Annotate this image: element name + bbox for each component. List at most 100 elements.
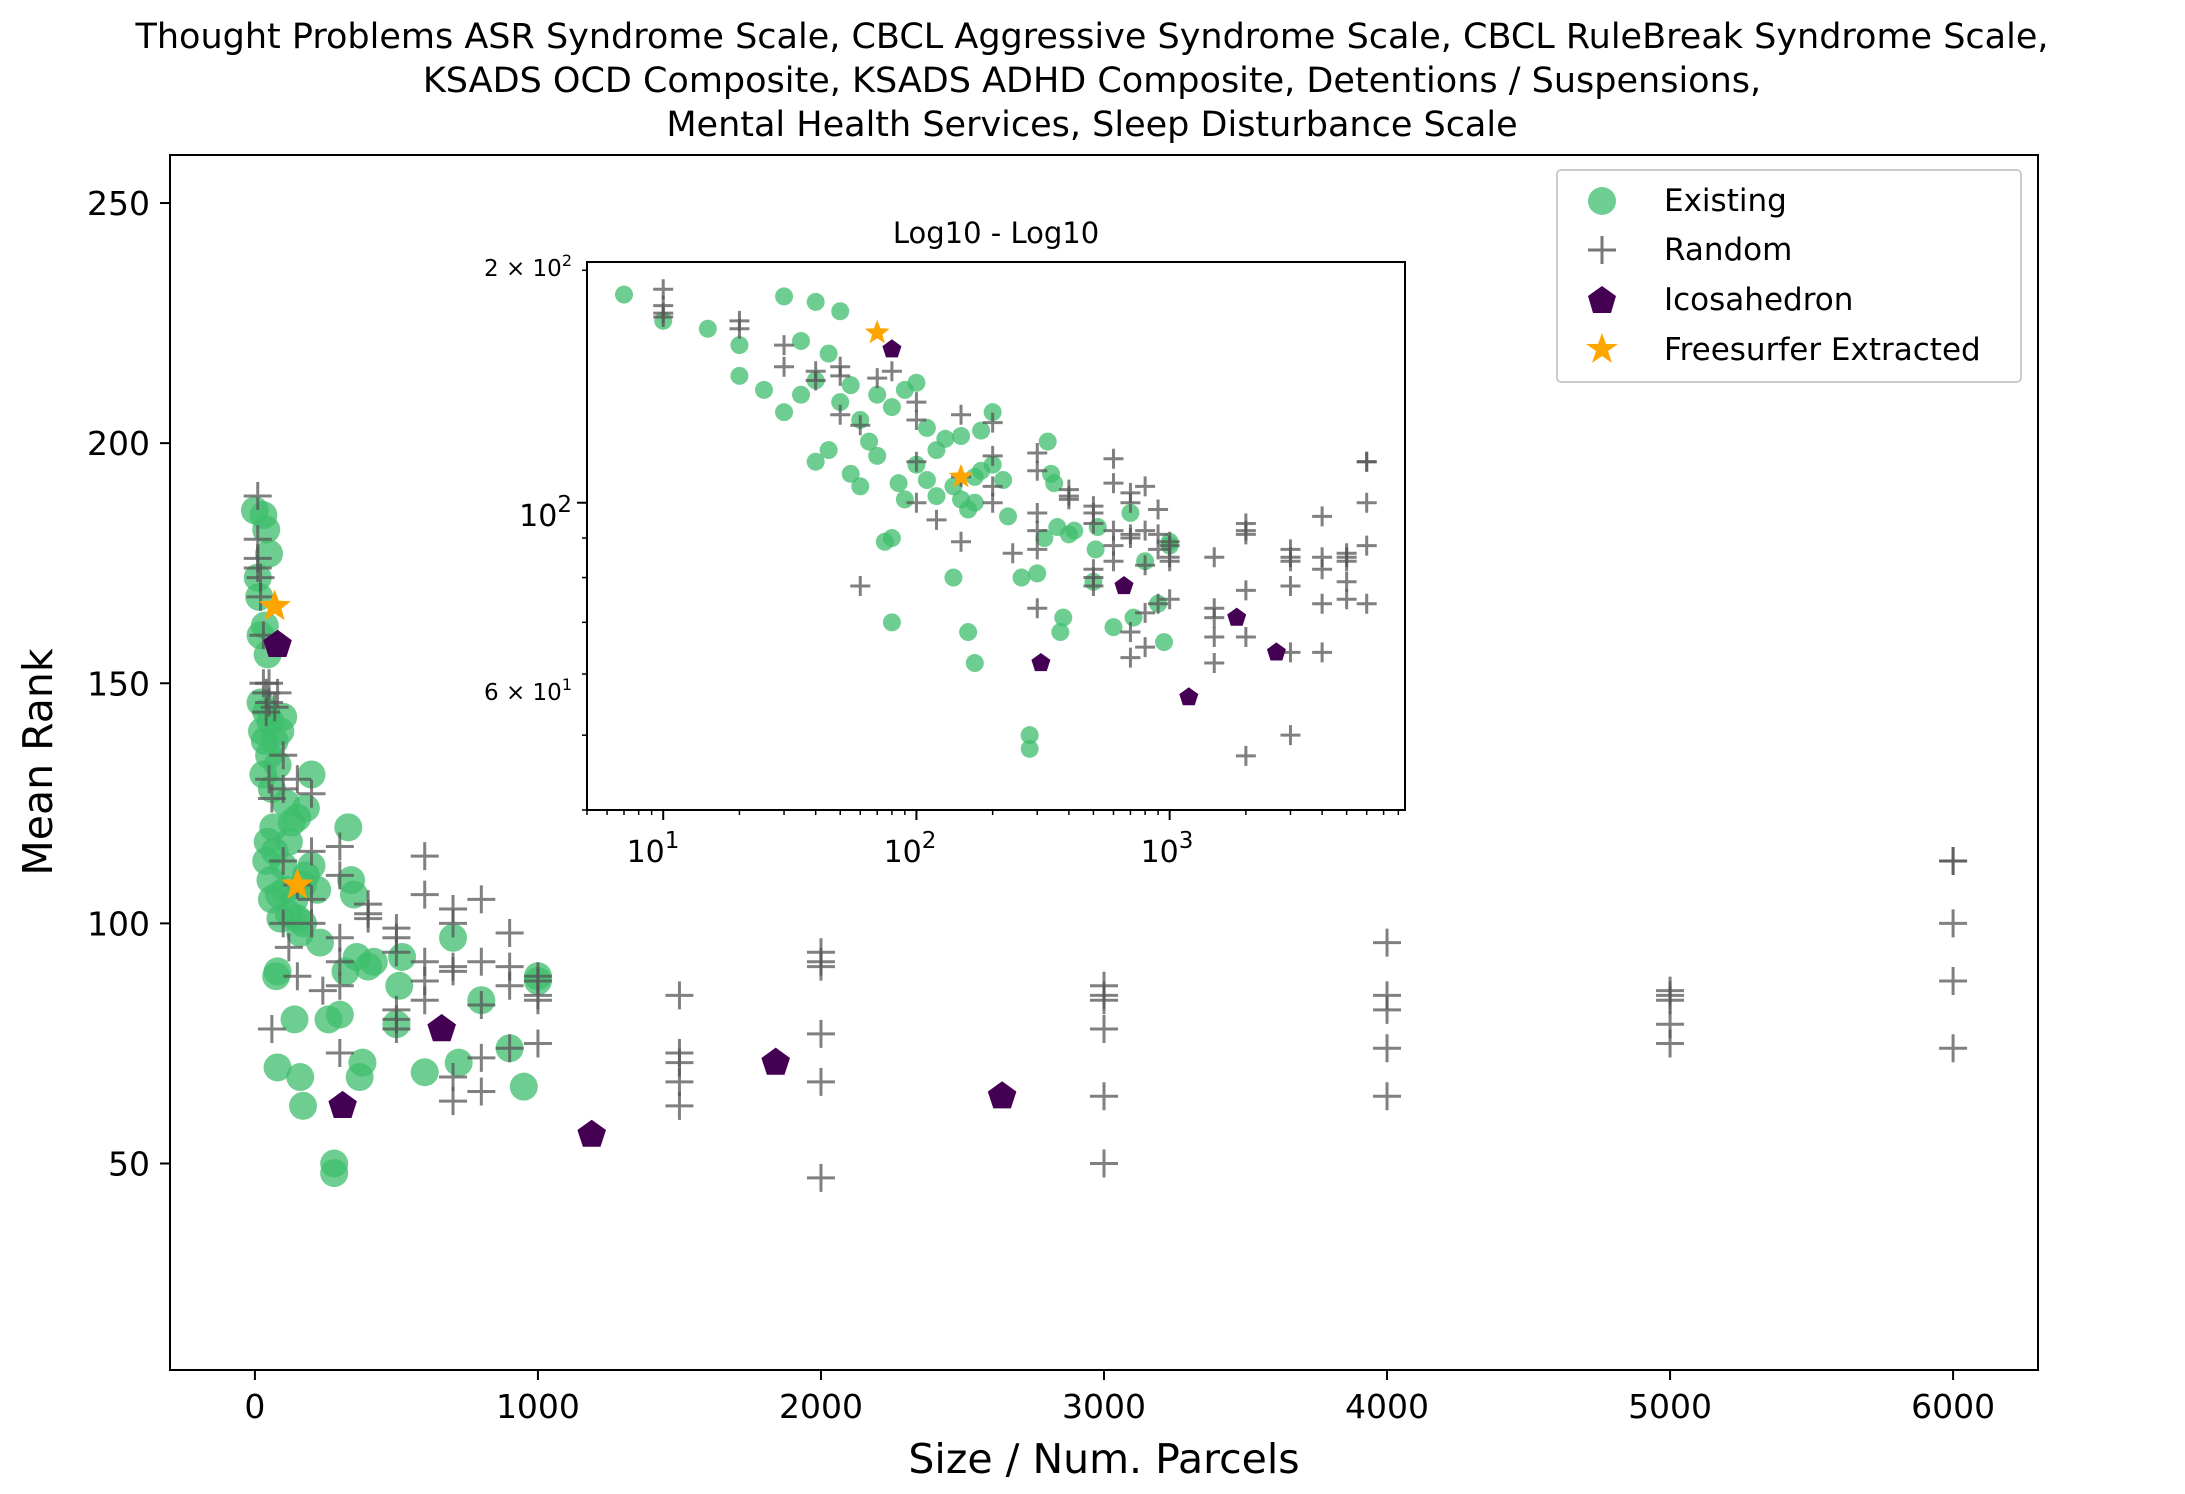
inset-point-circle — [882, 398, 901, 417]
inset-point-circle — [895, 490, 914, 509]
point-plus — [263, 678, 292, 707]
inset-point-circle — [1088, 518, 1107, 537]
inset-y-tick-60: 6 × 101 — [484, 675, 572, 706]
inset-x-tick-100: 102 — [884, 828, 937, 870]
inset-point-plus — [906, 392, 927, 413]
point-plus — [260, 693, 289, 722]
point-pentagon — [328, 1090, 357, 1118]
y-tick-label: 200 — [87, 424, 150, 463]
series-icosahedron — [263, 629, 1017, 1147]
inset-point-plus — [1280, 725, 1301, 746]
inset-point-circle — [1051, 623, 1070, 642]
inset-y-tick-base-100: 10 — [519, 499, 557, 534]
inset-point-plus — [1120, 492, 1141, 513]
point-plus — [325, 971, 354, 1000]
inset-point-pentagon — [1179, 687, 1199, 706]
point-circle — [388, 942, 417, 971]
legend-box — [1556, 169, 2022, 383]
inset-point-plus — [1083, 513, 1104, 534]
inset-point-circle — [841, 464, 860, 483]
inset-point-plus — [906, 492, 927, 513]
point-plus — [665, 1091, 694, 1120]
inset-point-circle — [754, 380, 773, 399]
inset-point-circle — [1054, 608, 1073, 627]
inset-x-tick-base-10: 10 — [627, 835, 665, 870]
y-tick-label: 100 — [87, 904, 150, 943]
inset-point-plus — [1312, 642, 1333, 663]
point-plus — [495, 1034, 524, 1063]
inset-point-plus — [1356, 593, 1377, 614]
inset-point-plus — [1204, 607, 1225, 628]
inset-point-circle — [831, 302, 850, 321]
inset-point-plus — [1058, 489, 1079, 510]
y-tick-label: 50 — [108, 1144, 150, 1183]
inset-point-circle — [1104, 618, 1123, 637]
inset-axes: 101 102 103 2 × 102 102 6 × 101 — [484, 251, 1400, 870]
inset-point-plus — [1280, 551, 1301, 572]
point-plus — [325, 947, 354, 976]
point-plus — [283, 765, 312, 794]
inset-point-circle — [1086, 540, 1105, 559]
point-plus — [1939, 967, 1968, 996]
inset-point-plus — [982, 412, 1003, 433]
point-plus — [1090, 1082, 1118, 1111]
inset-point-plus — [1135, 637, 1156, 658]
point-plus — [382, 1015, 411, 1044]
point-circle — [348, 1048, 377, 1077]
inset-point-plus — [830, 404, 851, 425]
inset-y-tick-exp-200: 2 — [562, 251, 572, 270]
point-circle — [263, 957, 292, 986]
point-plus — [354, 904, 383, 933]
point-plus — [308, 976, 337, 1005]
inset-point-plus — [1120, 528, 1141, 549]
inset-y-tick-200: 2 × 102 — [484, 251, 572, 282]
point-plus — [297, 837, 326, 866]
inset-y-tick-base-200: 2 × 10 — [484, 256, 562, 282]
point-pentagon — [761, 1047, 790, 1075]
point-pentagon — [987, 1081, 1017, 1109]
inset-point-plus — [1103, 473, 1124, 494]
point-plus — [439, 1087, 468, 1116]
inset-point-plus — [1148, 539, 1169, 560]
inset-series-random — [653, 279, 1377, 766]
inset-point-circle — [927, 487, 946, 506]
inset-point-circle — [965, 493, 984, 512]
inset-point-circle — [831, 393, 850, 412]
y-axis-label: Mean Rank — [14, 648, 62, 875]
inset-point-plus — [1235, 627, 1256, 648]
inset-point-circle — [917, 471, 936, 490]
inset-point-plus — [774, 335, 795, 356]
inset-point-circle — [791, 385, 810, 404]
inset-point-plus — [1135, 602, 1156, 623]
inset-point-plus — [774, 356, 795, 377]
inset-series-icosahedron — [882, 339, 1286, 706]
inset-point-circle — [730, 336, 749, 355]
point-plus — [467, 991, 496, 1020]
inset-point-plus — [805, 370, 826, 391]
legend-marker-existing — [1588, 187, 1616, 215]
point-circle — [297, 760, 326, 789]
legend-marker-freesurfer — [1586, 333, 1618, 363]
inset-point-circle — [819, 344, 838, 363]
inset-point-circle — [882, 613, 901, 632]
point-plus — [269, 909, 298, 938]
inset-point-circle — [819, 441, 838, 460]
inset-point-circle — [791, 331, 810, 350]
title-line-3: Mental Health Services, Sleep Disturbanc… — [666, 105, 1517, 145]
inset-x-tick-10: 101 — [627, 828, 680, 870]
inset-point-circle — [868, 446, 887, 465]
point-plus — [246, 582, 275, 611]
inset-point-circle — [806, 292, 825, 311]
point-plus — [1939, 1034, 1968, 1063]
inset-point-circle — [917, 418, 936, 437]
inset-point-plus — [951, 531, 972, 552]
inset-point-plus — [1235, 580, 1256, 601]
inset-y-tick-exp-100: 2 — [557, 492, 572, 518]
point-circle — [410, 1058, 439, 1087]
x-tick-label: 6000 — [1911, 1387, 1995, 1426]
inset-point-circle — [965, 654, 984, 673]
inset-point-plus — [1356, 535, 1377, 556]
point-circle — [359, 947, 388, 976]
inset-series-freesurfer-extracted — [864, 319, 974, 488]
inset-point-plus — [1204, 653, 1225, 674]
